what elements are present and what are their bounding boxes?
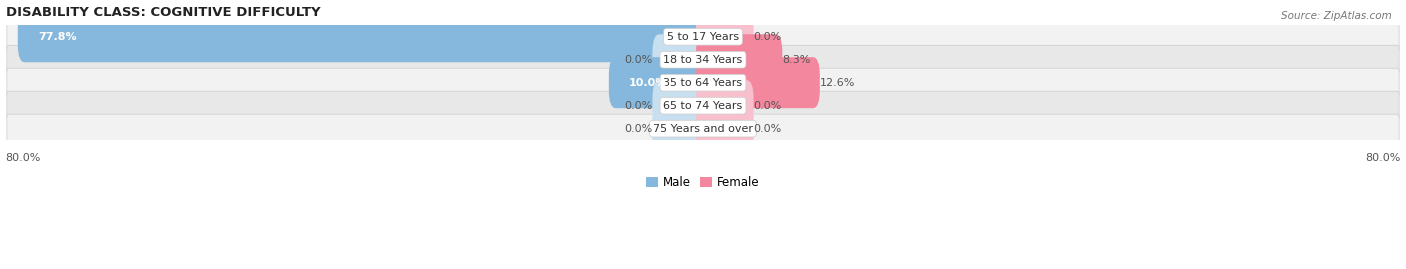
Text: 0.0%: 0.0% [754, 124, 782, 134]
Text: 0.0%: 0.0% [624, 55, 652, 65]
FancyBboxPatch shape [696, 34, 782, 85]
Text: 77.8%: 77.8% [38, 32, 76, 42]
FancyBboxPatch shape [7, 91, 1399, 120]
Text: 75 Years and over: 75 Years and over [652, 124, 754, 134]
FancyBboxPatch shape [7, 114, 1399, 143]
FancyBboxPatch shape [18, 11, 710, 62]
Text: 8.3%: 8.3% [782, 55, 811, 65]
FancyBboxPatch shape [652, 34, 710, 85]
FancyBboxPatch shape [609, 57, 710, 108]
Legend: Male, Female: Male, Female [641, 172, 765, 194]
FancyBboxPatch shape [696, 11, 754, 62]
Text: 35 to 64 Years: 35 to 64 Years [664, 78, 742, 88]
Text: 18 to 34 Years: 18 to 34 Years [664, 55, 742, 65]
FancyBboxPatch shape [652, 80, 710, 131]
FancyBboxPatch shape [7, 68, 1399, 97]
Text: 12.6%: 12.6% [820, 78, 855, 88]
Text: 5 to 17 Years: 5 to 17 Years [666, 32, 740, 42]
Text: DISABILITY CLASS: COGNITIVE DIFFICULTY: DISABILITY CLASS: COGNITIVE DIFFICULTY [6, 6, 321, 19]
Text: 65 to 74 Years: 65 to 74 Years [664, 101, 742, 111]
Text: 10.0%: 10.0% [628, 78, 668, 88]
Text: 0.0%: 0.0% [624, 124, 652, 134]
FancyBboxPatch shape [696, 80, 754, 131]
Text: Source: ZipAtlas.com: Source: ZipAtlas.com [1281, 11, 1392, 21]
Text: 80.0%: 80.0% [6, 153, 41, 163]
FancyBboxPatch shape [696, 57, 820, 108]
Text: 0.0%: 0.0% [624, 101, 652, 111]
FancyBboxPatch shape [7, 45, 1399, 74]
Text: 0.0%: 0.0% [754, 101, 782, 111]
FancyBboxPatch shape [696, 103, 754, 154]
Text: 80.0%: 80.0% [1365, 153, 1400, 163]
FancyBboxPatch shape [652, 103, 710, 154]
FancyBboxPatch shape [7, 22, 1399, 51]
Text: 0.0%: 0.0% [754, 32, 782, 42]
